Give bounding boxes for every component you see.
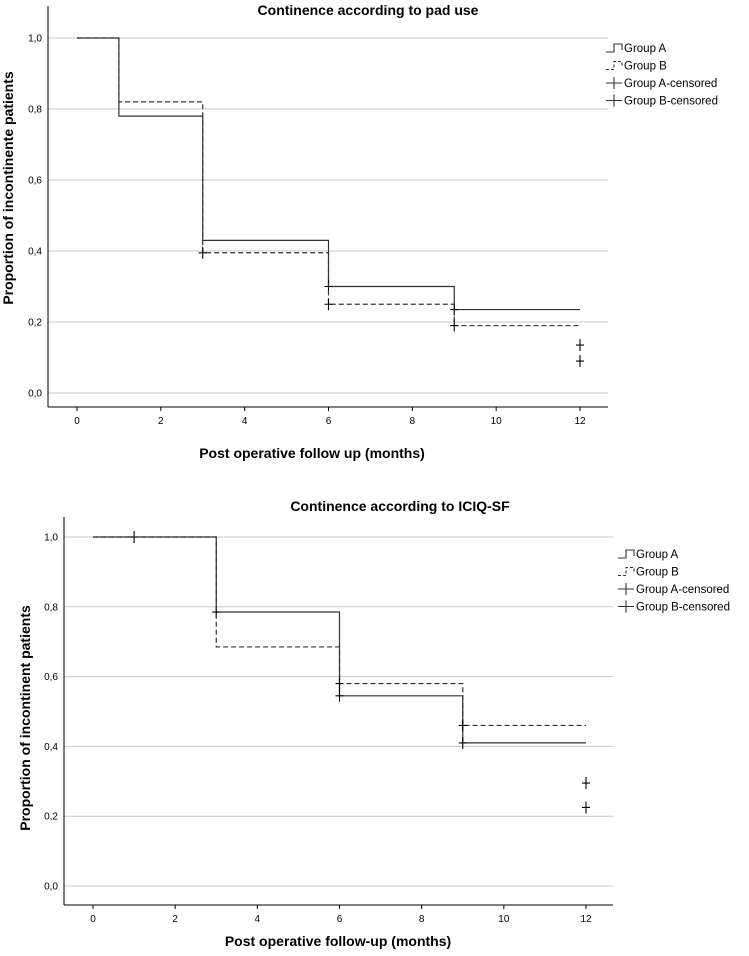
x-tick-label: 0 [90, 914, 96, 925]
y-tick-label: 0,6 [44, 672, 58, 683]
series-line-group-b [77, 37, 580, 327]
censor-mark-group-a [335, 689, 344, 702]
legend-label: Group B-censored [636, 602, 730, 614]
legend-symbol [618, 600, 634, 613]
y-axis-label: Proportion of incontinent patients [17, 605, 33, 831]
y-tick-label: 0,2 [28, 318, 42, 329]
y-tick-label: 1,0 [44, 533, 58, 544]
censor-mark-group-b [458, 719, 467, 732]
legend-label: Group B [624, 61, 667, 73]
legend: Group A Group B Group A-censored Group B-ce… [606, 43, 718, 108]
x-tick-label: 8 [410, 416, 416, 427]
censor-mark-group-b [324, 298, 333, 311]
censor-mark-group-b [198, 246, 207, 259]
legend-symbol [618, 566, 635, 577]
chart-title: Continence according to pad use [258, 2, 479, 18]
censor-mark-group-b [450, 319, 459, 332]
y-tick-label: 0,8 [44, 602, 58, 613]
x-tick-label: 0 [74, 416, 80, 427]
legend-label: Group B-censored [624, 96, 718, 108]
y-tick-label: 1,0 [28, 34, 42, 45]
x-tick-label: 6 [326, 416, 332, 427]
x-tick-label: 4 [242, 416, 248, 427]
censor-mark-group-a [576, 339, 584, 352]
legend-label: Group A-censored [636, 584, 729, 596]
chart-iciq-sf: Continence according to ICIQ-SF Proporti… [17, 498, 730, 949]
y-tick-label: 0,8 [28, 105, 42, 116]
legend: Group A Group B Group A-censored Group B-ce… [618, 549, 730, 614]
x-tick-label: 10 [498, 914, 510, 925]
x-tick-label: 2 [158, 416, 164, 427]
x-tick-label: 6 [337, 914, 343, 925]
legend-label: Group A-censored [624, 78, 717, 90]
censor-mark-group-a [458, 736, 467, 749]
x-axis-label: Post operative follow-up (months) [225, 933, 451, 949]
legend-symbol [606, 60, 623, 71]
plot-area: 0,0 0,2 0,4 0,6 0,8 1,0 0 2 4 6 8 10 12 [44, 517, 613, 925]
x-tick-label: 12 [580, 914, 592, 925]
chart-title: Continence according to ICIQ-SF [290, 498, 510, 514]
legend-symbol [618, 583, 634, 595]
legend-symbol [606, 77, 622, 89]
legend-label: Group B [636, 567, 679, 579]
x-tick-label: 12 [574, 416, 586, 427]
censor-mark-group-b [582, 801, 590, 814]
y-tick-label: 0,6 [28, 176, 42, 187]
censor-mark-group-a [582, 777, 590, 790]
legend-label: Group A [636, 549, 679, 561]
legend-label: Group A [624, 43, 667, 55]
series-line-group-a [93, 536, 586, 744]
y-tick-label: 0,4 [44, 742, 58, 753]
x-tick-label: 2 [172, 914, 178, 925]
y-tick-label: 0,0 [28, 389, 42, 400]
y-tick-label: 0,0 [44, 882, 58, 893]
chart-pad-use: Continence according to pad use Proporti… [0, 2, 718, 461]
y-axis-label: Proportion of incontinente patients [0, 71, 16, 305]
censor-mark-group-b [335, 677, 344, 690]
legend-symbol [606, 94, 622, 107]
legend-symbol [618, 549, 635, 559]
y-tick-label: 0,4 [28, 247, 42, 258]
legend-symbol [606, 43, 623, 53]
y-tick-label: 0,2 [44, 812, 58, 823]
censor-mark-group-b [576, 355, 584, 368]
x-tick-label: 8 [419, 914, 425, 925]
plot-area: 0,0 0,2 0,4 0,6 0,8 1,0 0 2 4 6 8 10 12 [28, 6, 608, 427]
x-axis-label: Post operative follow up (months) [199, 445, 425, 461]
x-tick-label: 4 [255, 914, 261, 925]
x-tick-label: 10 [491, 416, 503, 427]
